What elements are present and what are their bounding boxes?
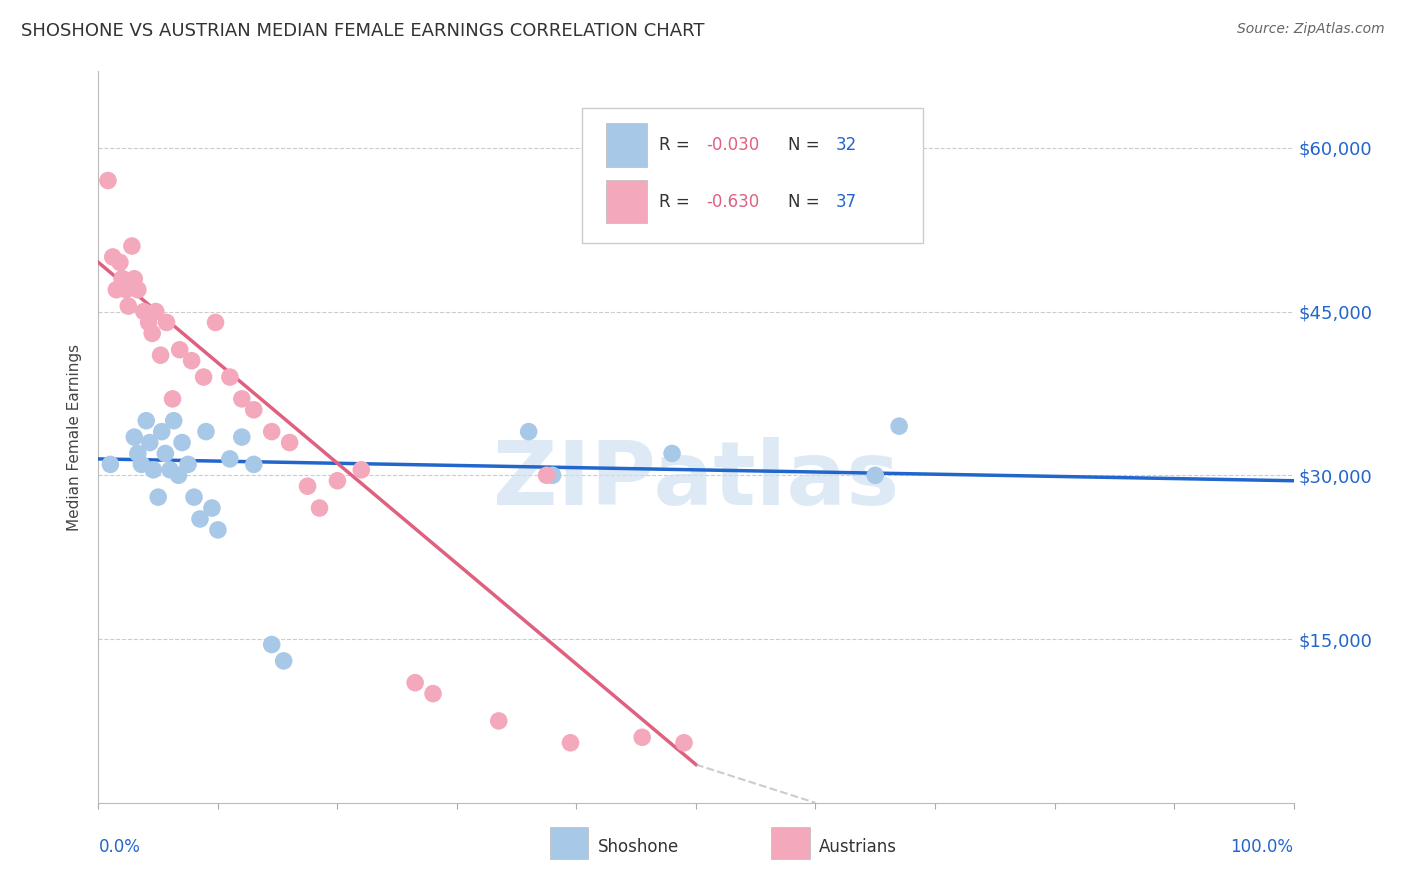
Point [201, 501, 224, 516]
Text: N =: N = [787, 136, 825, 154]
Point [124, 430, 146, 444]
Point [219, 451, 242, 466]
Point [132, 304, 155, 318]
Point [204, 315, 226, 329]
Point [661, 446, 683, 460]
Text: R =: R = [659, 136, 695, 154]
Point [273, 654, 295, 668]
Point [260, 638, 283, 652]
Text: ZIPatlas: ZIPatlas [494, 437, 898, 524]
FancyBboxPatch shape [606, 180, 647, 223]
Point [105, 283, 128, 297]
Point [139, 435, 162, 450]
Text: Source: ZipAtlas.com: Source: ZipAtlas.com [1237, 22, 1385, 37]
Point [243, 458, 266, 472]
Point [231, 430, 253, 444]
Point [404, 675, 426, 690]
Point [193, 370, 215, 384]
Point [127, 446, 149, 460]
Point [183, 490, 205, 504]
Point [138, 315, 160, 329]
Point [155, 446, 177, 460]
Text: 32: 32 [835, 136, 858, 154]
Point [108, 255, 131, 269]
Point [188, 512, 211, 526]
Point [162, 392, 184, 406]
Point [169, 343, 191, 357]
Point [124, 272, 146, 286]
Point [231, 392, 253, 406]
Point [195, 425, 218, 439]
Point [865, 468, 887, 483]
Point [101, 250, 124, 264]
Point [142, 463, 165, 477]
FancyBboxPatch shape [582, 108, 922, 244]
Point [141, 326, 163, 341]
Point [243, 402, 266, 417]
Text: N =: N = [787, 193, 825, 211]
Text: Shoshone: Shoshone [598, 838, 679, 855]
Point [889, 419, 911, 434]
Text: -0.030: -0.030 [707, 136, 761, 154]
Point [517, 425, 540, 439]
Point [117, 277, 139, 292]
Point [131, 458, 153, 472]
Point [180, 353, 202, 368]
Point [536, 468, 558, 483]
Point [98, 458, 122, 472]
Text: Austrians: Austrians [820, 838, 897, 855]
Point [115, 283, 138, 297]
Text: 100.0%: 100.0% [1230, 838, 1294, 855]
Point [219, 370, 242, 384]
Point [145, 304, 167, 318]
Point [673, 736, 696, 750]
Point [159, 463, 181, 477]
FancyBboxPatch shape [550, 827, 589, 859]
Point [631, 731, 654, 745]
Y-axis label: Median Female Earnings: Median Female Earnings [67, 343, 83, 531]
Point [149, 348, 172, 362]
Point [278, 435, 301, 450]
Point [326, 474, 349, 488]
Point [172, 435, 194, 450]
Point [155, 315, 177, 329]
Point [117, 299, 139, 313]
Text: SHOSHONE VS AUSTRIAN MEDIAN FEMALE EARNINGS CORRELATION CHART: SHOSHONE VS AUSTRIAN MEDIAN FEMALE EARNI… [21, 22, 704, 40]
Point [177, 458, 200, 472]
Point [308, 501, 330, 516]
Point [150, 425, 173, 439]
Point [207, 523, 229, 537]
Point [422, 687, 444, 701]
Point [297, 479, 319, 493]
Point [350, 463, 373, 477]
FancyBboxPatch shape [772, 827, 810, 859]
Point [560, 736, 582, 750]
Text: 37: 37 [835, 193, 856, 211]
Point [488, 714, 510, 728]
Point [135, 414, 157, 428]
Point [163, 414, 186, 428]
Text: R =: R = [659, 193, 695, 211]
FancyBboxPatch shape [606, 123, 647, 167]
Point [111, 272, 134, 286]
Point [97, 173, 120, 187]
Text: -0.630: -0.630 [707, 193, 761, 211]
Point [127, 283, 149, 297]
Point [111, 272, 134, 286]
Point [167, 468, 190, 483]
Text: 0.0%: 0.0% [98, 838, 141, 855]
Point [260, 425, 283, 439]
Point [541, 468, 564, 483]
Point [121, 239, 143, 253]
Point [148, 490, 170, 504]
